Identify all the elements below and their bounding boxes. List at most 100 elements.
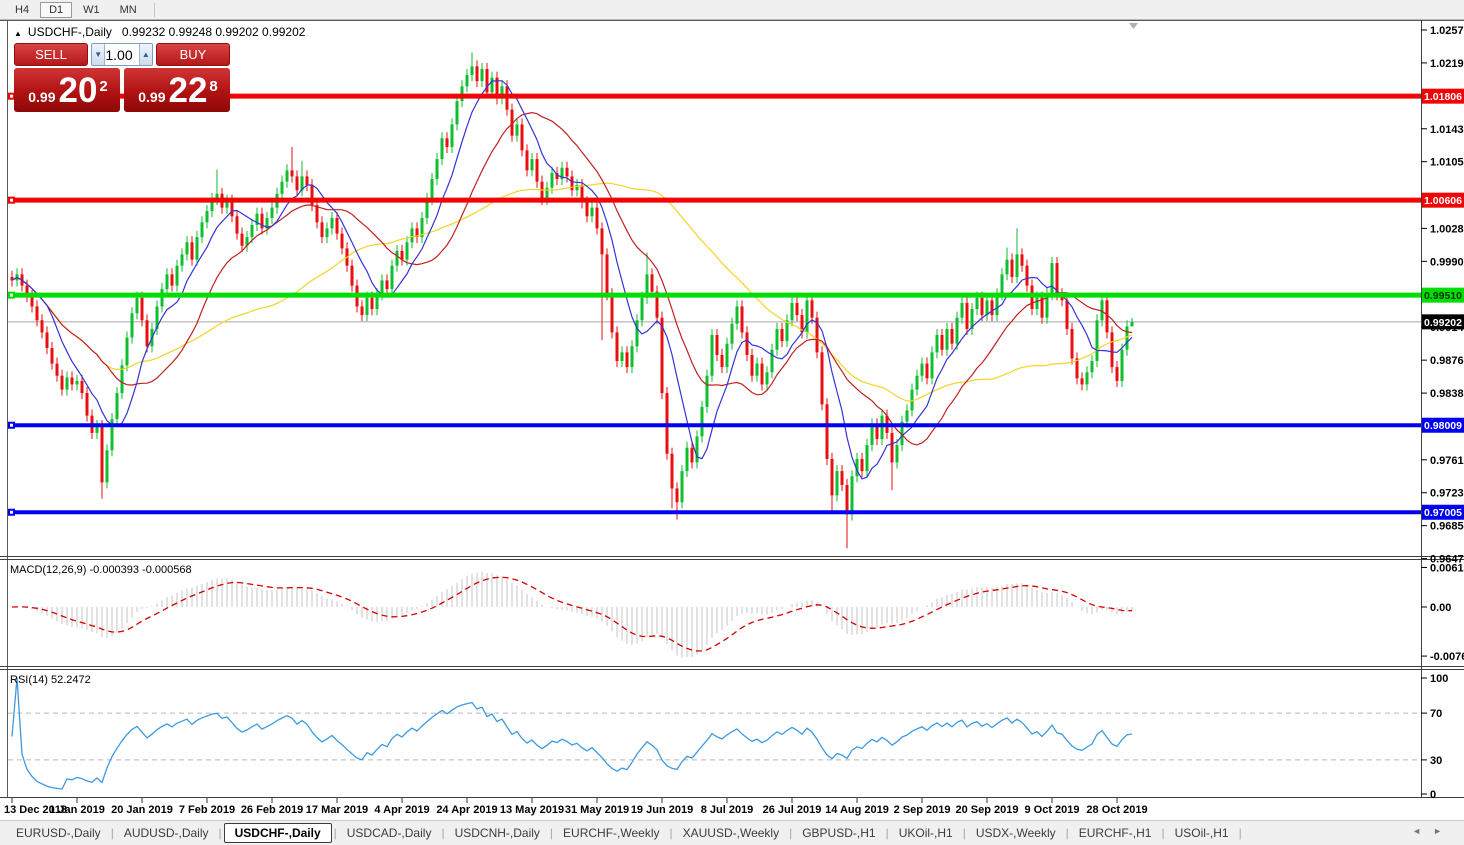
sell-button[interactable]: SELL (14, 43, 88, 66)
svg-text:-0.00761: -0.00761 (1430, 651, 1464, 663)
svg-text:26 Feb 2019: 26 Feb 2019 (241, 804, 303, 816)
svg-text:31 May 2019: 31 May 2019 (565, 804, 629, 816)
chart-shift-marker-icon (1129, 23, 1138, 29)
svg-text:2 Sep 2019: 2 Sep 2019 (894, 804, 951, 816)
symbol-tab-bar: EURUSD-,Daily | AUDUSD-,Daily | USDCHF-,Dail… (0, 820, 1464, 845)
sell-price-big: 20 (58, 71, 98, 110)
timeframe-button-d1[interactable]: D1 (40, 1, 73, 18)
tab-usoil-h1[interactable]: USOil-,H1 (1174, 826, 1229, 840)
tab-separator: | (333, 826, 337, 840)
svg-text:28 Oct 2019: 28 Oct 2019 (1086, 804, 1147, 816)
svg-text:1 Jan 2019: 1 Jan 2019 (49, 804, 105, 816)
svg-text:1.02190: 1.02190 (1430, 58, 1464, 70)
hline-1.00606[interactable] (8, 196, 1421, 204)
tab-eurchf-weekly[interactable]: EURCHF-,Weekly (563, 826, 660, 840)
timeframe-button-mn[interactable]: MN (119, 3, 137, 16)
chart-frame (0, 20, 1464, 820)
sell-price-sup: 2 (99, 78, 108, 95)
svg-text:30: 30 (1430, 755, 1442, 767)
svg-text:1.01050: 1.01050 (1430, 157, 1464, 169)
tab-eurusd-daily[interactable]: EURUSD-,Daily (16, 826, 101, 840)
svg-text:26 Jul 2019: 26 Jul 2019 (763, 804, 822, 816)
svg-text:1.02570: 1.02570 (1430, 25, 1464, 37)
hline-0.97005[interactable] (8, 508, 1421, 516)
svg-text:8 Jul 2019: 8 Jul 2019 (701, 804, 754, 816)
svg-text:0.99510: 0.99510 (1424, 290, 1462, 302)
chart-ohlc-values: 0.99232 0.99248 0.99202 0.99202 (121, 25, 306, 39)
buy-button[interactable]: BUY (156, 43, 230, 66)
tab-separator: | (669, 826, 673, 840)
tab-separator: | (789, 826, 793, 840)
candlesticks (10, 52, 1134, 549)
volume-spinner: ▼ 1.00 ▲ (91, 43, 153, 66)
macd-values: -0.000393 -0.000568 (89, 564, 192, 576)
volume-decrease-icon[interactable]: ▼ (92, 44, 106, 65)
tab-separator: | (218, 826, 222, 840)
one-click-trade-panel: SELL ▼ 1.00 ▲ BUY 0.99 20 2 0.99 22 8 (14, 43, 230, 112)
svg-text:0: 0 (1430, 789, 1436, 801)
svg-text:13 May 2019: 13 May 2019 (500, 804, 564, 816)
tab-scroll-arrows: ◄► (1412, 826, 1454, 836)
timeframe-button-h4[interactable]: H4 (15, 3, 30, 16)
svg-text:20 Sep 2019: 20 Sep 2019 (956, 804, 1019, 816)
svg-text:0.99202: 0.99202 (1424, 317, 1462, 329)
tab-scroll-right-icon[interactable]: ► (1433, 826, 1454, 836)
tab-separator: | (549, 826, 554, 840)
moving-averages (11, 80, 1133, 480)
tab-gbpusd-h1[interactable]: GBPUSD-,H1 (802, 826, 876, 840)
buy-price-small: 0.99 (138, 89, 166, 105)
svg-text:17 Mar 2019: 17 Mar 2019 (306, 804, 368, 816)
tab-usdcnh-daily[interactable]: USDCNH-,Daily (454, 826, 540, 840)
chart-symbol-label: USDCHF-,Daily (27, 25, 112, 39)
svg-text:1.01430: 1.01430 (1430, 124, 1464, 136)
svg-text:0.00: 0.00 (1430, 602, 1451, 614)
chart-collapse-icon[interactable]: ▲ (14, 29, 22, 38)
tab-audusd-daily[interactable]: AUDUSD-,Daily (123, 826, 209, 840)
svg-text:7 Feb 2019: 7 Feb 2019 (179, 804, 235, 816)
tab-separator: | (1161, 826, 1165, 840)
svg-text:0.00613: 0.00613 (1430, 562, 1464, 574)
hline-0.98009[interactable] (8, 421, 1421, 429)
rsi-indicator-label: RSI(14) 52.2472 (10, 674, 91, 686)
tab-eurchf-h1[interactable]: EURCHF-,H1 (1078, 826, 1152, 840)
tab-usdchf-daily[interactable]: USDCHF-,Daily (223, 823, 332, 843)
rsi-value: 52.2472 (50, 674, 91, 686)
hline-1.01806[interactable] (8, 92, 1421, 100)
rsi-panel[interactable] (8, 677, 1421, 790)
svg-text:4 Apr 2019: 4 Apr 2019 (374, 804, 429, 816)
sell-price-small: 0.99 (28, 89, 56, 105)
hline-0.99510[interactable] (8, 291, 1421, 299)
buy-price-big: 22 (168, 71, 208, 110)
tab-scroll-left-icon[interactable]: ◄ (1412, 826, 1434, 836)
volume-increase-icon[interactable]: ▲ (138, 44, 152, 65)
timeframe-toolbar: H4 D1 W1 MN (0, 0, 1464, 20)
tab-separator: | (1065, 826, 1069, 840)
tab-usdcad-daily[interactable]: USDCAD-,Daily (346, 826, 432, 840)
volume-input[interactable]: 1.00 (105, 46, 133, 63)
macd-panel[interactable] (11, 571, 1133, 658)
sell-price-display[interactable]: 0.99 20 2 (14, 68, 120, 112)
macd-indicator-label: MACD(12,26,9) -0.000393 -0.000568 (10, 564, 192, 576)
tab-separator: | (110, 826, 114, 840)
svg-text:13 Dec 2018: 13 Dec 2018 (4, 804, 67, 816)
tab-ukoil-h1[interactable]: UKOil-,H1 (898, 826, 953, 840)
buy-price-display[interactable]: 0.99 22 8 (124, 68, 230, 112)
buy-price-sup: 8 (209, 78, 218, 95)
svg-text:0.98009: 0.98009 (1424, 420, 1462, 432)
tab-usdx-weekly[interactable]: USDX-,Weekly (975, 826, 1056, 840)
svg-text:0.97005: 0.97005 (1424, 507, 1462, 519)
tab-xauusd-weekly[interactable]: XAUUSD-,Weekly (682, 826, 780, 840)
timeframe-button-w1[interactable]: W1 (83, 3, 100, 16)
svg-text:1.01806: 1.01806 (1424, 91, 1462, 103)
